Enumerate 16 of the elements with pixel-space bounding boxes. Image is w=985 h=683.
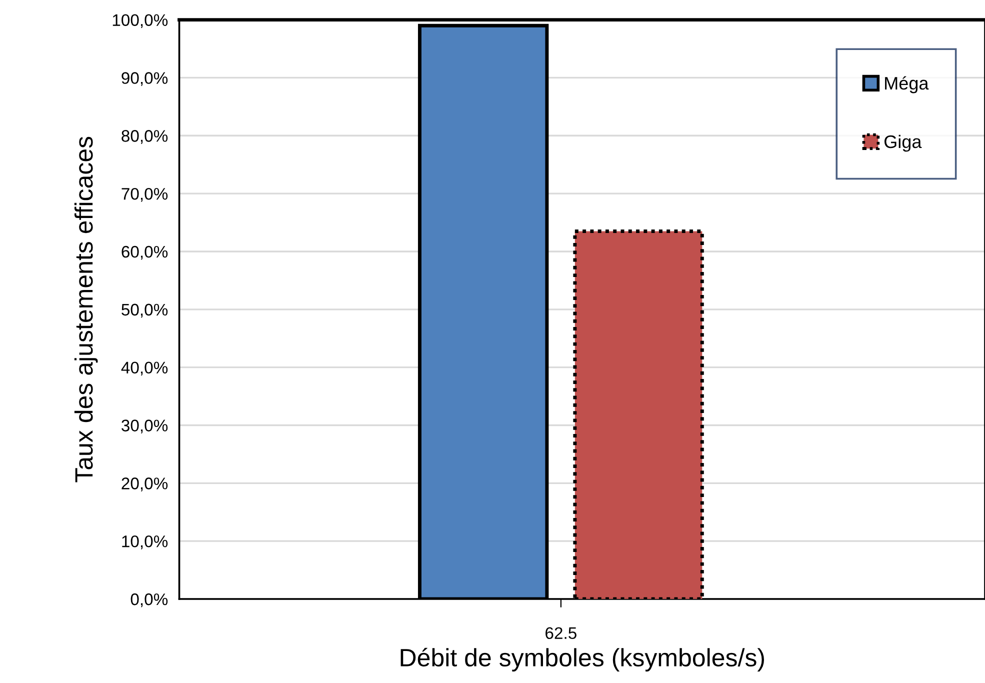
- legend-label: Giga: [884, 134, 922, 152]
- y-axis-title: Taux des ajustements efficaces: [74, 136, 98, 482]
- y-tick-label: 30,0%: [122, 420, 168, 434]
- x-tick-label: 62.5: [546, 627, 576, 640]
- y-tick-label: 20,0%: [122, 478, 168, 492]
- y-tick-label: 100,0%: [112, 14, 168, 28]
- y-tick-label: 80,0%: [122, 130, 168, 144]
- y-tick-label: 90,0%: [122, 72, 168, 86]
- y-tick-label: 10,0%: [122, 535, 168, 550]
- y-tick-label: 50,0%: [122, 304, 168, 318]
- y-tick-label: 40,0%: [121, 362, 168, 376]
- y-tick-label: 70,0%: [122, 188, 168, 202]
- x-axis-title: Débit de symboles (ksymboles/s): [400, 648, 764, 672]
- y-tick-label: 0,0%: [130, 593, 168, 608]
- y-tick-label: 60,0%: [122, 246, 168, 260]
- legend-label: Méga: [885, 76, 929, 94]
